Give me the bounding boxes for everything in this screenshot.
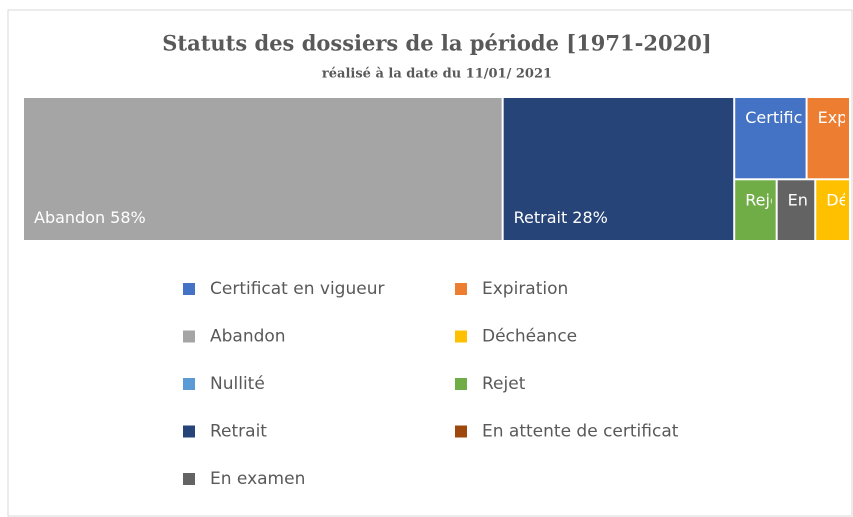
legend-label: En examen xyxy=(210,469,305,489)
tile-rect xyxy=(807,98,849,179)
legend-swatch xyxy=(183,425,195,438)
tile-name: Expiration xyxy=(818,108,853,127)
tile-name: Déchéance xyxy=(826,190,853,209)
tile-label: Déchéance xyxy=(826,190,853,209)
tile-label: Rejet xyxy=(745,190,786,209)
legend-swatch xyxy=(183,330,195,343)
tile: Rejet xyxy=(735,180,786,240)
tile-rect xyxy=(777,180,815,240)
legend-swatch xyxy=(455,378,467,390)
tile-rect xyxy=(735,98,806,179)
tile-value: 28% xyxy=(572,208,608,227)
tile-rect xyxy=(816,180,849,240)
tile: En examen xyxy=(777,180,853,240)
tile-name: Abandon xyxy=(34,208,105,227)
legend-swatch xyxy=(183,378,195,390)
tile-label: En examen xyxy=(788,190,853,209)
tile: Expiration xyxy=(807,98,853,179)
legend-swatch xyxy=(455,283,467,295)
chart-subtitle: réalisé à la date du 11/01/ 2021 xyxy=(322,67,552,82)
tile-name: Retrait xyxy=(514,208,568,227)
tile-name: En examen xyxy=(788,190,853,209)
tile: Retrait 28% xyxy=(503,98,734,240)
legend-label: Expiration xyxy=(482,279,568,299)
legend-label: Déchéance xyxy=(482,327,577,347)
legend-label: Abandon xyxy=(210,327,286,347)
legend-swatch xyxy=(455,425,467,438)
tile: Certificat en vigueur xyxy=(735,98,853,179)
tile-label: Abandon 58% xyxy=(34,208,146,227)
legend-swatch xyxy=(183,473,195,485)
legend-swatch xyxy=(183,283,195,295)
tile-rect xyxy=(503,98,734,240)
legend-label: Certificat en vigueur xyxy=(210,279,384,299)
legend-label: Rejet xyxy=(482,374,526,394)
tile-rect xyxy=(24,98,502,240)
tile-value: 58% xyxy=(110,208,146,227)
legend-label: Nullité xyxy=(210,374,265,394)
tile: Abandon 58% xyxy=(24,98,502,240)
tile-name: Certificat en vigueur xyxy=(745,108,853,127)
legend-swatch xyxy=(455,330,467,343)
tile-rect xyxy=(735,180,776,240)
chart-frame xyxy=(7,9,853,517)
tile-name: Rejet xyxy=(745,190,786,209)
tile-label: Retrait 28% xyxy=(514,208,608,227)
legend-label: En attente de certificat xyxy=(482,422,679,442)
chart-title: Statuts des dossiers de la période [1971… xyxy=(162,31,712,56)
legend-label: Retrait xyxy=(210,422,267,442)
tile: Déchéance xyxy=(816,180,853,240)
tile-label: Certificat en vigueur xyxy=(745,108,853,127)
tile-label: Expiration xyxy=(818,108,853,127)
